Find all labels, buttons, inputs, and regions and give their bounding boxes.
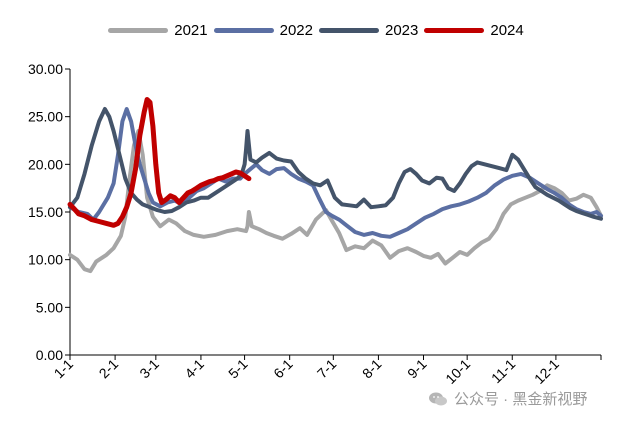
chart-legend: 2021 2022 2023 2024 — [0, 20, 632, 40]
x-tick-label: 5-1 — [225, 356, 251, 382]
watermark: 公众号 · 黑金新视野 — [428, 388, 587, 409]
x-tick-label: 11-1 — [488, 356, 519, 387]
y-tick-label: 5.00 — [36, 299, 63, 315]
series-line-2024 — [67, 97, 252, 228]
wechat-icon — [429, 392, 447, 405]
legend-label-2021: 2021 — [174, 21, 208, 39]
legend-item-2023: 2023 — [319, 22, 418, 39]
legend-swatch-2021 — [108, 27, 169, 33]
x-tick-label: 3-1 — [136, 356, 162, 382]
y-tick-label: 10.00 — [28, 252, 63, 268]
chart-series-layer — [67, 97, 603, 274]
x-tick-label: 9-1 — [404, 356, 430, 382]
legend-item-2024: 2024 — [424, 21, 524, 39]
legend-item-2021: 2021 — [108, 21, 208, 39]
y-tick-label: 30.00 — [28, 61, 63, 77]
y-tick-label: 20.00 — [28, 156, 63, 172]
x-tick-label: 6-1 — [270, 356, 296, 382]
x-tick-label: 7-1 — [314, 356, 340, 382]
legend-item-2022: 2022 — [213, 21, 313, 39]
x-tick-label: 10-1 — [442, 356, 473, 387]
watermark-text: 公众号 · 黑金新视野 — [454, 391, 588, 408]
series-line-2023 — [68, 107, 603, 221]
x-tick-label: 4-1 — [181, 356, 207, 382]
legend-swatch-2023 — [319, 27, 379, 33]
y-tick-label: 0.00 — [36, 347, 63, 363]
x-tick-label: 8-1 — [359, 356, 385, 382]
legend-swatch-2024 — [424, 27, 485, 33]
y-tick-label: 15.00 — [28, 204, 63, 220]
legend-label-2023: 2023 — [385, 21, 419, 39]
y-tick-label: 25.00 — [28, 109, 63, 125]
legend-label-2024: 2024 — [490, 21, 524, 39]
legend-swatch-2022 — [213, 27, 274, 33]
series-line-2022 — [68, 107, 603, 239]
x-tick-label: 12-1 — [531, 356, 562, 387]
legend-label-2022: 2022 — [279, 21, 313, 39]
x-tick-label: 2-1 — [96, 356, 122, 382]
